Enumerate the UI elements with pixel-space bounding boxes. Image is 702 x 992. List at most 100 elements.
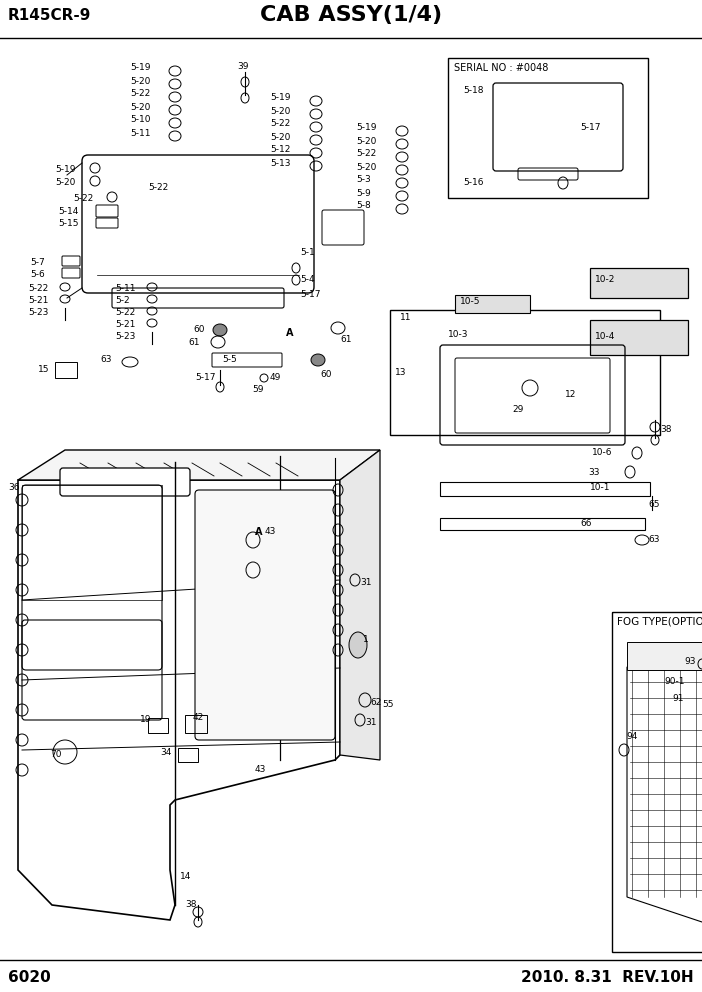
Text: 13: 13 (395, 368, 406, 377)
Text: 63: 63 (100, 355, 112, 364)
Text: 49: 49 (270, 373, 282, 382)
Text: SERIAL NO : #0048: SERIAL NO : #0048 (454, 63, 548, 73)
Text: 5-19: 5-19 (270, 93, 291, 102)
Text: 31: 31 (360, 578, 371, 587)
Text: 5-7: 5-7 (30, 258, 45, 267)
Text: 61: 61 (340, 335, 352, 344)
Bar (627, 642, 702, 670)
Text: 10-1: 10-1 (590, 483, 611, 492)
Bar (22, 485, 162, 600)
Text: 5-12: 5-12 (270, 146, 291, 155)
Text: 5-20: 5-20 (270, 133, 291, 142)
Bar (590, 320, 688, 355)
Text: 59: 59 (252, 385, 263, 394)
Text: R145CR-9: R145CR-9 (8, 8, 91, 23)
Text: 5-21: 5-21 (28, 296, 48, 305)
Text: 5-9: 5-9 (356, 188, 371, 197)
Text: 5-19: 5-19 (130, 63, 150, 72)
Text: 2010. 8.31  REV.10H: 2010. 8.31 REV.10H (522, 970, 694, 985)
Polygon shape (340, 450, 380, 760)
Text: 29: 29 (512, 405, 524, 414)
Text: 33: 33 (588, 468, 600, 477)
Text: 60: 60 (320, 370, 331, 379)
Text: A: A (255, 527, 263, 537)
Text: FOG TYPE(OPTION): FOG TYPE(OPTION) (617, 617, 702, 627)
Polygon shape (18, 480, 340, 920)
Text: 5-11: 5-11 (130, 129, 150, 138)
Text: 5-3: 5-3 (356, 176, 371, 185)
Text: 5-8: 5-8 (356, 201, 371, 210)
Text: 5-20: 5-20 (356, 163, 376, 172)
Text: 34: 34 (160, 748, 171, 757)
Text: 55: 55 (382, 700, 394, 709)
Bar (440, 482, 650, 496)
Bar (285, 620, 315, 648)
Text: 38: 38 (660, 425, 672, 434)
Text: 36: 36 (8, 483, 20, 492)
Text: 5-23: 5-23 (115, 332, 135, 341)
Bar (55, 362, 77, 378)
Text: 5-19: 5-19 (55, 165, 76, 174)
Text: 6020: 6020 (8, 970, 51, 985)
Text: 5-20: 5-20 (356, 137, 376, 146)
Text: 5-20: 5-20 (270, 106, 291, 115)
Text: 65: 65 (648, 500, 659, 509)
Text: 39: 39 (237, 62, 249, 71)
Text: 38: 38 (185, 900, 197, 909)
Text: 42: 42 (193, 713, 204, 722)
Text: 5-17: 5-17 (580, 123, 600, 132)
Text: 5-2: 5-2 (115, 296, 130, 305)
Text: 10-4: 10-4 (595, 332, 616, 341)
Bar (148, 718, 168, 733)
Text: 5-18: 5-18 (463, 86, 484, 95)
Text: 5-22: 5-22 (148, 183, 168, 192)
Text: 61: 61 (188, 338, 199, 347)
Bar (440, 518, 645, 530)
Text: 5-22: 5-22 (130, 89, 150, 98)
Bar (612, 612, 702, 952)
Text: 5-13: 5-13 (270, 159, 291, 168)
Text: 10-3: 10-3 (448, 330, 468, 339)
Text: 5-10: 5-10 (130, 115, 150, 125)
Ellipse shape (349, 632, 367, 658)
Text: A: A (286, 328, 293, 338)
Bar (390, 310, 660, 435)
Bar (185, 715, 207, 733)
Text: 5-22: 5-22 (73, 194, 93, 203)
Text: 14: 14 (180, 872, 192, 881)
Bar (455, 295, 530, 313)
FancyBboxPatch shape (60, 468, 190, 496)
Text: 19: 19 (140, 715, 152, 724)
Text: 70: 70 (50, 750, 62, 759)
Ellipse shape (213, 324, 227, 336)
Text: 31: 31 (365, 718, 376, 727)
Text: 62: 62 (370, 698, 381, 707)
Text: 5-22: 5-22 (270, 119, 290, 129)
Text: 43: 43 (265, 527, 277, 536)
Text: 5-16: 5-16 (463, 178, 484, 187)
Polygon shape (627, 667, 702, 932)
Bar (590, 268, 688, 298)
Polygon shape (18, 450, 380, 480)
Text: 5-6: 5-6 (30, 270, 45, 279)
Text: 5-20: 5-20 (55, 178, 75, 187)
Text: 10-5: 10-5 (460, 297, 480, 306)
Text: 5-21: 5-21 (115, 320, 135, 329)
Text: 5-4: 5-4 (300, 275, 314, 284)
Text: 5-17: 5-17 (300, 290, 321, 299)
Bar (448, 58, 648, 198)
Text: 66: 66 (580, 519, 592, 528)
Bar (280, 530, 308, 552)
Text: 5-22: 5-22 (115, 308, 135, 317)
Text: 5-20: 5-20 (130, 102, 150, 111)
Text: 93: 93 (684, 657, 696, 666)
Text: 12: 12 (565, 390, 576, 399)
Text: 5-14: 5-14 (58, 207, 79, 216)
Text: CAB ASSY(1/4): CAB ASSY(1/4) (260, 5, 442, 25)
Text: 5-15: 5-15 (58, 219, 79, 228)
Text: 15: 15 (38, 365, 50, 374)
Text: 63: 63 (648, 535, 659, 544)
Text: 1: 1 (363, 635, 369, 644)
Bar (178, 748, 198, 762)
Text: 5-1: 5-1 (300, 248, 314, 257)
